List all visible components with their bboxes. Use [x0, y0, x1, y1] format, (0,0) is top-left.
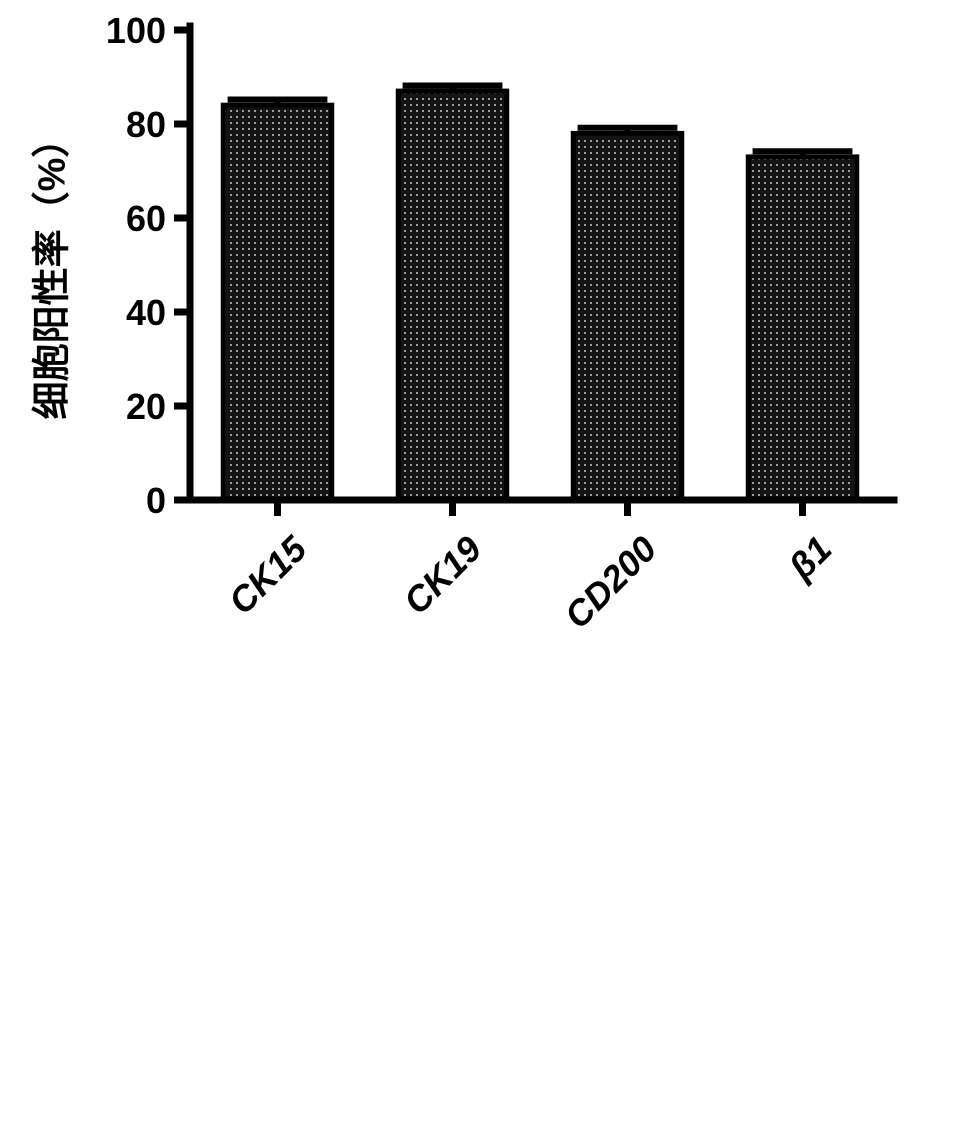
y-tick-label: 100: [106, 10, 166, 52]
bar: [398, 91, 507, 500]
y-tick-label: 20: [126, 386, 166, 428]
bar: [573, 133, 682, 500]
y-tick-label: 60: [126, 198, 166, 240]
y-tick-label: 0: [146, 480, 166, 522]
y-tick-label: 40: [126, 292, 166, 334]
y-axis-label: 细胞阳性率（%）: [21, 70, 76, 470]
bar-chart: 细胞阳性率（%） 020406080100CK15CK19CD200β1: [0, 0, 962, 708]
bar: [223, 105, 332, 500]
y-tick-label: 80: [126, 104, 166, 146]
bar: [748, 157, 857, 500]
